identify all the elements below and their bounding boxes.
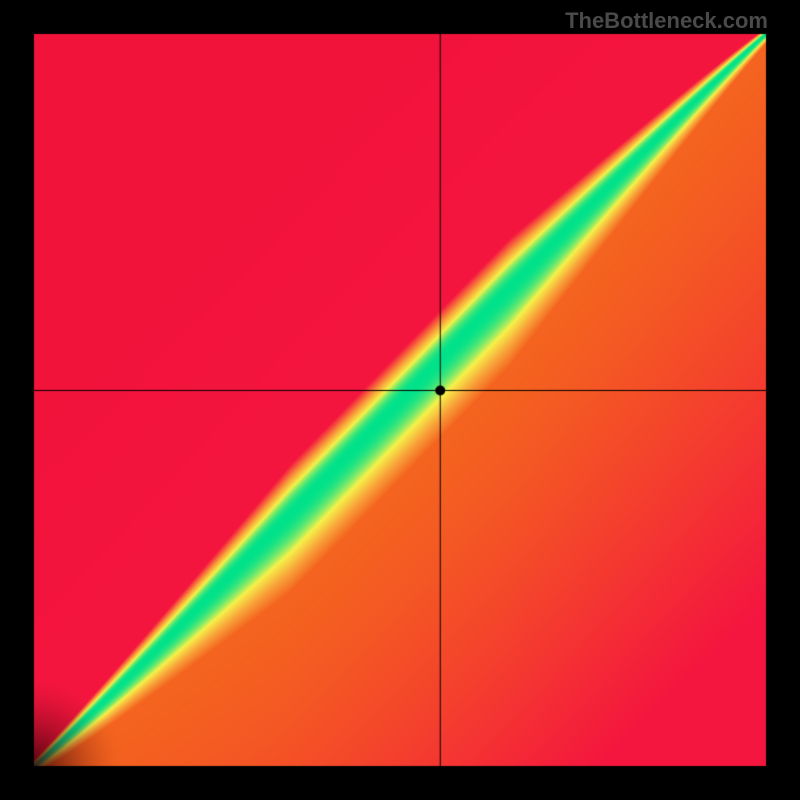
- bottleneck-heatmap-canvas: [0, 0, 800, 800]
- chart-container: TheBottleneck.com: [0, 0, 800, 800]
- watermark-text: TheBottleneck.com: [565, 8, 768, 34]
